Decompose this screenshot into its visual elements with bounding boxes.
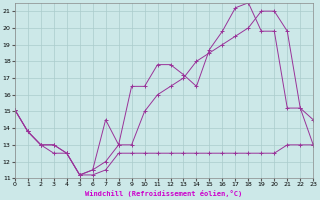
X-axis label: Windchill (Refroidissement éolien,°C): Windchill (Refroidissement éolien,°C) (85, 190, 243, 197)
